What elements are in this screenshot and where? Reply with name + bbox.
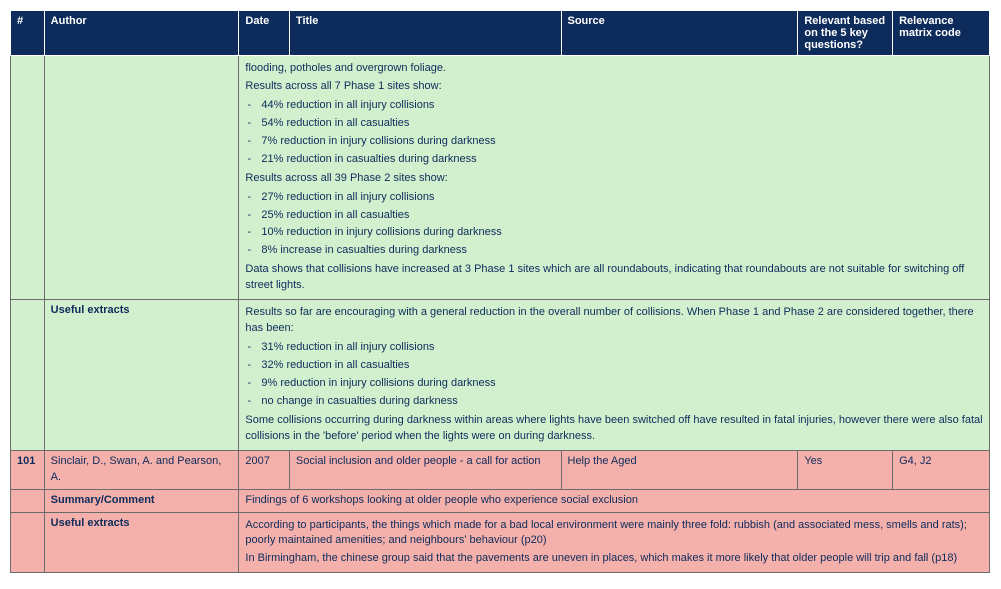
useful-p1: According to participants, the things wh… <box>245 518 983 550</box>
phase2-list: 27% reduction in all injury collisions 2… <box>245 189 983 261</box>
useful-extracts-label: Useful extracts <box>44 300 239 451</box>
cell-number: 101 <box>11 450 45 489</box>
useful-list: 31% reduction in all injury collisions 3… <box>245 339 983 411</box>
evidence-table: # Author Date Title Source Relevant base… <box>10 10 990 573</box>
phase1-heading: Results across all 7 Phase 1 sites show: <box>245 79 983 95</box>
summary-text: Findings of 6 workshops looking at older… <box>239 489 990 512</box>
list-item: 32% reduction in all casualties <box>261 357 983 375</box>
cell-title: Social inclusion and older people - a ca… <box>289 450 561 489</box>
useful-extracts-label: Useful extracts <box>44 512 239 573</box>
cell-date: 2007 <box>239 450 290 489</box>
summary-label: Summary/Comment <box>44 489 239 512</box>
useful-outro: Some collisions occurring during darknes… <box>245 413 983 445</box>
cell-source: Help the Aged <box>561 450 798 489</box>
phase1-list: 44% reduction in all injury collisions 5… <box>245 97 983 169</box>
list-item: 7% reduction in injury collisions during… <box>261 133 983 151</box>
cell-relevant: Yes <box>798 450 893 489</box>
list-item: no change in casualties during darkness <box>261 393 983 411</box>
list-item: 54% reduction in all casualties <box>261 115 983 133</box>
list-item: 44% reduction in all injury collisions <box>261 97 983 115</box>
cell-body: flooding, potholes and overgrown foliage… <box>239 56 990 300</box>
col-title: Title <box>289 11 561 56</box>
cell-author <box>44 56 239 300</box>
list-item: 31% reduction in all injury collisions <box>261 339 983 357</box>
useful-intro: Results so far are encouraging with a ge… <box>245 305 983 337</box>
useful-p2: In Birmingham, the chinese group said th… <box>245 551 983 567</box>
table-header-row: # Author Date Title Source Relevant base… <box>11 11 990 56</box>
cell-code: G4, J2 <box>893 450 990 489</box>
list-item: 27% reduction in all injury collisions <box>261 189 983 207</box>
cell-number <box>11 489 45 512</box>
phase2-heading: Results across all 39 Phase 2 sites show… <box>245 171 983 187</box>
list-item: 10% reduction in injury collisions durin… <box>261 224 983 242</box>
data-note: Data shows that collisions have increase… <box>245 262 983 294</box>
table-row: Summary/Comment Findings of 6 workshops … <box>11 489 990 512</box>
cell-body: According to participants, the things wh… <box>239 512 990 573</box>
intro-text: flooding, potholes and overgrown foliage… <box>245 61 983 77</box>
col-author: Author <box>44 11 239 56</box>
col-date: Date <box>239 11 290 56</box>
list-item: 21% reduction in casualties during darkn… <box>261 151 983 169</box>
cell-author: Sinclair, D., Swan, A. and Pearson, A. <box>44 450 239 489</box>
table-row: Useful extracts According to participant… <box>11 512 990 573</box>
list-item: 25% reduction in all casualties <box>261 207 983 225</box>
col-relevant: Relevant based on the 5 key questions? <box>798 11 893 56</box>
list-item: 9% reduction in injury collisions during… <box>261 375 983 393</box>
cell-number <box>11 300 45 451</box>
cell-number <box>11 56 45 300</box>
list-item: 8% increase in casualties during darknes… <box>261 242 983 260</box>
col-source: Source <box>561 11 798 56</box>
col-code: Relevance matrix code <box>893 11 990 56</box>
table-row: 101 Sinclair, D., Swan, A. and Pearson, … <box>11 450 990 489</box>
col-number: # <box>11 11 45 56</box>
cell-body: Results so far are encouraging with a ge… <box>239 300 990 451</box>
table-row: flooding, potholes and overgrown foliage… <box>11 56 990 300</box>
table-row: Useful extracts Results so far are encou… <box>11 300 990 451</box>
cell-number <box>11 512 45 573</box>
